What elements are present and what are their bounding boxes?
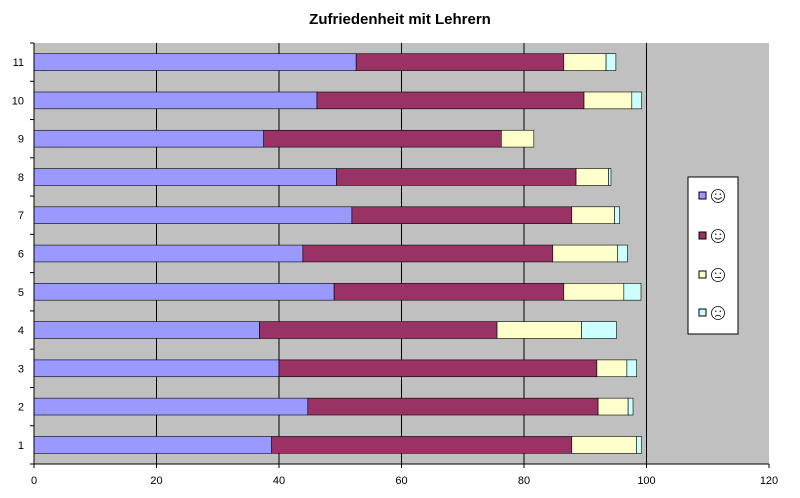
bar-segment xyxy=(278,359,598,378)
y-tick-label: 3 xyxy=(18,363,24,375)
legend-swatch xyxy=(698,270,707,279)
x-tick-label: 120 xyxy=(760,475,778,487)
y-tick-label: 4 xyxy=(18,325,24,337)
bar-segment xyxy=(608,168,612,186)
legend-swatch xyxy=(698,191,707,200)
bar-segment xyxy=(501,129,535,148)
y-tick-label: 7 xyxy=(18,210,24,222)
happy-smiley-icon xyxy=(711,229,725,243)
bar-segment xyxy=(302,244,554,263)
bar-segment xyxy=(626,359,638,378)
legend xyxy=(687,176,739,335)
x-axis-tick-labels: 0 20 40 60 80 100 120 xyxy=(31,475,778,487)
y-tick-label: 2 xyxy=(18,402,24,414)
very-happy-smiley-icon xyxy=(711,189,725,203)
bar-segment xyxy=(271,436,573,454)
bar-segment xyxy=(33,168,337,186)
bar-segment xyxy=(636,436,642,454)
bar-segment xyxy=(33,244,304,263)
bar-segment xyxy=(583,91,633,110)
bar-segment xyxy=(259,321,498,339)
bar-segment xyxy=(552,244,619,263)
bar-segment xyxy=(605,53,617,71)
x-tick-label: 40 xyxy=(273,475,285,487)
y-tick-label: 10 xyxy=(12,95,24,107)
x-tick-label: 60 xyxy=(395,475,407,487)
sad-smiley-icon xyxy=(711,306,725,320)
bar-segment xyxy=(33,359,280,378)
axes xyxy=(30,42,770,468)
bar-segment xyxy=(33,53,357,71)
bar-segment xyxy=(33,91,318,110)
legend-box xyxy=(687,176,739,335)
bar-segment xyxy=(333,283,565,301)
bar-segment xyxy=(623,283,642,301)
bar-segment xyxy=(631,91,642,110)
x-tick-label: 20 xyxy=(150,475,162,487)
y-tick-label: 6 xyxy=(18,249,24,261)
bar-segment xyxy=(33,129,264,148)
x-tick-label: 0 xyxy=(31,475,37,487)
bar-segment xyxy=(571,206,615,224)
bar-segment xyxy=(33,283,335,301)
bar-segment xyxy=(571,436,638,454)
neutral-smiley-icon xyxy=(711,268,725,282)
bar-segment xyxy=(581,321,617,339)
bar-segment xyxy=(627,397,634,416)
bar-segment xyxy=(614,206,620,224)
bar-series xyxy=(33,53,642,454)
bar-segment xyxy=(596,359,628,378)
legend-swatch xyxy=(698,231,707,240)
y-axis-tick-labels: 1 2 3 4 5 6 7 8 9 10 11 xyxy=(12,57,24,452)
bar-segment xyxy=(33,321,260,339)
bar-segment xyxy=(307,397,599,416)
chart-title: Zufriedenheit mit Lehrern xyxy=(309,11,491,28)
bar-segment xyxy=(33,206,353,224)
bar-segment xyxy=(351,206,573,224)
y-tick-label: 5 xyxy=(18,287,24,299)
bar-segment xyxy=(563,53,607,71)
bar-segment xyxy=(575,168,609,186)
bar-segment xyxy=(617,244,628,263)
y-tick-label: 1 xyxy=(18,440,24,452)
y-tick-label: 9 xyxy=(18,134,24,146)
bar-segment xyxy=(355,53,565,71)
bar-segment xyxy=(33,436,272,454)
bar-segment xyxy=(496,321,582,339)
bar-segment xyxy=(316,91,585,110)
x-tick-label: 100 xyxy=(637,475,655,487)
y-tick-label: 11 xyxy=(13,57,24,69)
bar-segment xyxy=(597,397,629,416)
bar-segment xyxy=(563,283,625,301)
bar-segment xyxy=(33,397,309,416)
x-tick-label: 80 xyxy=(518,475,530,487)
bar-segment xyxy=(263,129,502,148)
bar-segment xyxy=(336,168,577,186)
y-tick-label: 8 xyxy=(18,172,24,184)
legend-swatch xyxy=(698,308,707,317)
